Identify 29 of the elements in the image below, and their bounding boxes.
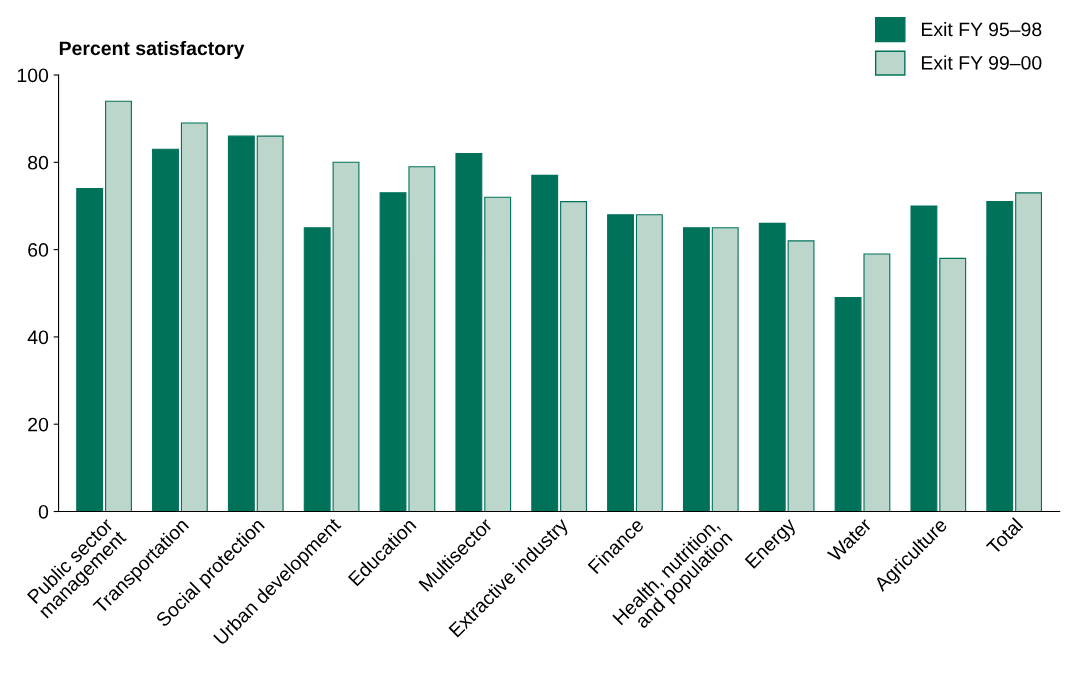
bar <box>180 122 208 512</box>
legend-label: Exit FY 95–98 <box>921 22 1042 37</box>
bar <box>758 222 786 512</box>
bar <box>986 201 1014 512</box>
bar <box>682 227 710 512</box>
y-axis-title: Percent satisfactory <box>59 40 245 60</box>
bar <box>455 153 483 512</box>
legend-label: Exit FY 99–00 <box>921 55 1042 70</box>
bar <box>1015 192 1043 512</box>
bar <box>787 240 815 512</box>
y-tick-label: 60 <box>28 243 49 257</box>
bar <box>635 214 663 512</box>
bar <box>484 196 512 512</box>
bar <box>910 205 938 512</box>
y-tick-label: 100 <box>17 68 49 83</box>
bar <box>939 257 967 512</box>
bar <box>531 174 559 512</box>
bar <box>227 135 255 512</box>
bar <box>256 135 284 512</box>
bar <box>105 100 132 512</box>
bar <box>76 187 104 512</box>
bar <box>152 148 179 512</box>
bar <box>607 214 635 512</box>
y-tick-label: 40 <box>27 330 49 345</box>
y-tick-label: 0 <box>38 504 49 519</box>
y-tick-label: 80 <box>28 155 49 170</box>
bar <box>711 227 739 512</box>
bar <box>560 201 587 512</box>
y-tick-label: 20 <box>28 417 49 432</box>
